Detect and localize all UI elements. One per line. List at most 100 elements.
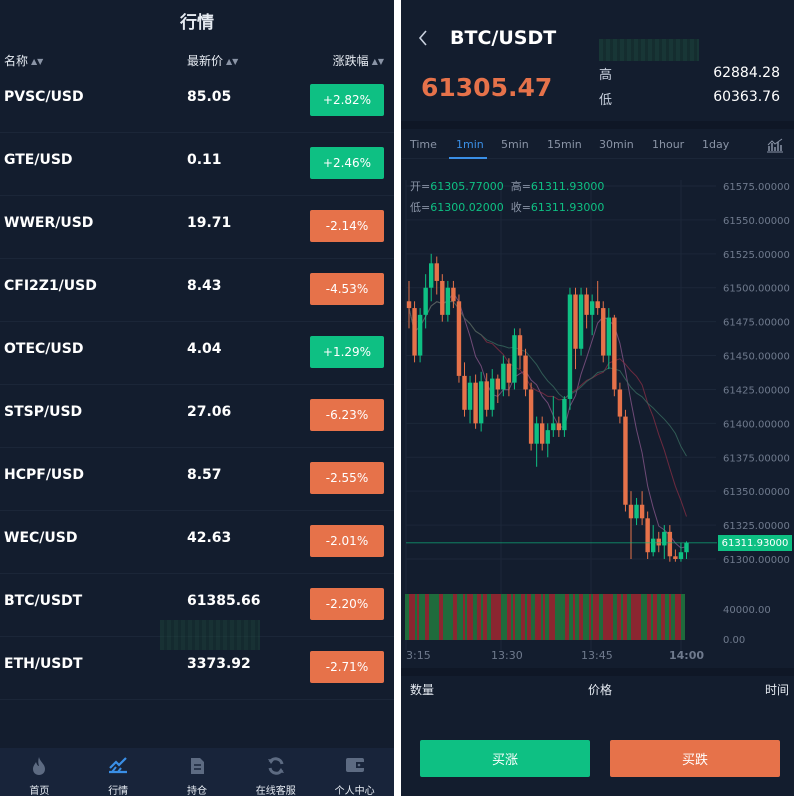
buy-long-button[interactable]: 买涨 [420,740,590,777]
column-header-name[interactable]: 名称 ▲▼ [4,54,44,68]
market-row[interactable]: CFI2Z1/USD 8.43 -4.53% [0,259,394,322]
volume-bar [583,594,585,640]
tab-profile[interactable]: 个人中心 [315,748,394,797]
tab-market[interactable]: 行情 [79,748,158,797]
ohlc-readout-bottom: 低=61300.02000 收=61311.93000 [410,201,605,214]
volume-bar [483,594,485,640]
pair-name: HCPF/USD [4,467,85,483]
volume-bar [469,594,471,640]
market-row[interactable]: GTE/USD 0.11 +2.46% [0,133,394,196]
volume-bar [547,594,549,640]
volume-bar [451,594,453,640]
candle-body [589,301,595,315]
wallet-icon [315,756,394,778]
market-row[interactable]: BTC/USDT 61385.66 -2.20% [0,574,394,637]
price-tick-label: 61375.00000 [723,453,790,464]
volume-bar [543,594,545,640]
volume-bar [569,594,571,640]
pair-price: 4.04 [187,341,222,357]
volume-bar [617,594,619,640]
volume-bar [645,594,647,640]
candle-body [551,423,556,431]
change-badge[interactable]: -4.53% [310,273,384,305]
tab-support[interactable]: 在线客服 [236,748,315,797]
pair-price: 19.71 [187,215,232,231]
candle-body [501,363,506,390]
price-tick-label: 61525.00000 [723,250,790,261]
change-badge[interactable]: +1.29% [310,336,384,368]
volume-bar [517,594,519,640]
volume-bar [527,594,529,640]
change-badge[interactable]: -2.55% [310,462,384,494]
change-badge[interactable]: -2.71% [310,651,384,683]
change-badge[interactable]: +2.46% [310,147,384,179]
pair-name: WEC/USD [4,530,78,546]
timeframe-1min[interactable]: 1min [456,138,484,151]
price-tick-label: 61450.00000 [723,352,790,363]
timeframe-1hour[interactable]: 1hour [652,138,685,151]
pair-price: 85.05 [187,89,232,105]
trades-header-price: 价格 [588,683,613,697]
change-badge[interactable]: -6.23% [310,399,384,431]
candle-body [645,518,650,553]
candle-body [406,301,412,309]
volume-bar [565,594,567,640]
buy-short-button[interactable]: 买跌 [610,740,780,777]
volume-bar [597,594,599,640]
volume-bar [529,594,531,640]
volume-bar [567,594,569,640]
candle-body [673,556,678,559]
candle-body [656,538,661,546]
volume-bar [455,594,457,640]
volume-bar [473,594,475,640]
volume-bar [459,594,461,640]
volume-bar [497,594,499,640]
change-badge[interactable]: -2.20% [310,588,384,620]
volume-bar [549,594,551,640]
timeframe-time[interactable]: Time [410,138,437,151]
change-badge[interactable]: +2.82% [310,84,384,116]
market-row[interactable]: STSP/USD 27.06 -6.23% [0,385,394,448]
market-row[interactable]: OTEC/USD 4.04 +1.29% [0,322,394,385]
tab-home[interactable]: 首页 [0,748,79,797]
market-row[interactable]: HCPF/USD 8.57 -2.55% [0,448,394,511]
pair-name: STSP/USD [4,404,83,420]
back-arrow-icon[interactable] [417,28,429,52]
ma-line [408,301,687,457]
market-list-panel: 行情 名称 ▲▼ 最新价 ▲▼ 涨跌幅 ▲▼ PVSC/USD 85.05 +2.82% G… [0,0,394,797]
volume-bar [647,594,649,640]
timeframe-1day[interactable]: 1day [702,138,730,151]
candle-body [628,504,634,519]
high-label: 高 [599,68,613,83]
candle-body [545,430,550,444]
divider [401,121,794,129]
change-badge[interactable]: -2.14% [310,210,384,242]
market-row[interactable]: ETH/USDT 3373.92 -2.71% [0,637,394,700]
indicator-chart-icon[interactable] [766,137,784,157]
candlestick-chart[interactable]: 61575.00000 61550.00000 61525.00000 61500.0… [401,160,794,668]
tab-positions[interactable]: 持仓 [158,748,237,797]
volume-tick-label: 40000.00 [723,605,771,616]
column-header-price[interactable]: 最新价 ▲▼ [187,54,239,68]
pair-name: GTE/USD [4,152,73,168]
market-row[interactable]: WEC/USD 42.63 -2.01% [0,511,394,574]
volume-bar [407,594,409,640]
volume-bar [659,594,661,640]
trade-detail-panel: BTC/USDT 61305.47 高 62884.28 低 60363.76 … [401,0,794,796]
change-badge[interactable]: -2.01% [310,525,384,557]
volume-bar [491,594,493,640]
volume-bar [623,594,625,640]
timeframe-30min[interactable]: 30min [599,138,634,151]
timeframe-5min[interactable]: 5min [501,138,529,151]
volume-bar [649,594,651,640]
volume-bar [429,594,431,640]
volume-bar [405,594,407,640]
timeframe-15min[interactable]: 15min [547,138,582,151]
volume-bar [651,594,653,640]
volume-bar [561,594,563,640]
market-row[interactable]: PVSC/USD 85.05 +2.82% [0,70,394,133]
volume-bar [519,594,521,640]
market-row[interactable]: WWER/USD 19.71 -2.14% [0,196,394,259]
column-header-change[interactable]: 涨跌幅 ▲▼ [332,54,384,68]
volume-bar [425,594,427,640]
